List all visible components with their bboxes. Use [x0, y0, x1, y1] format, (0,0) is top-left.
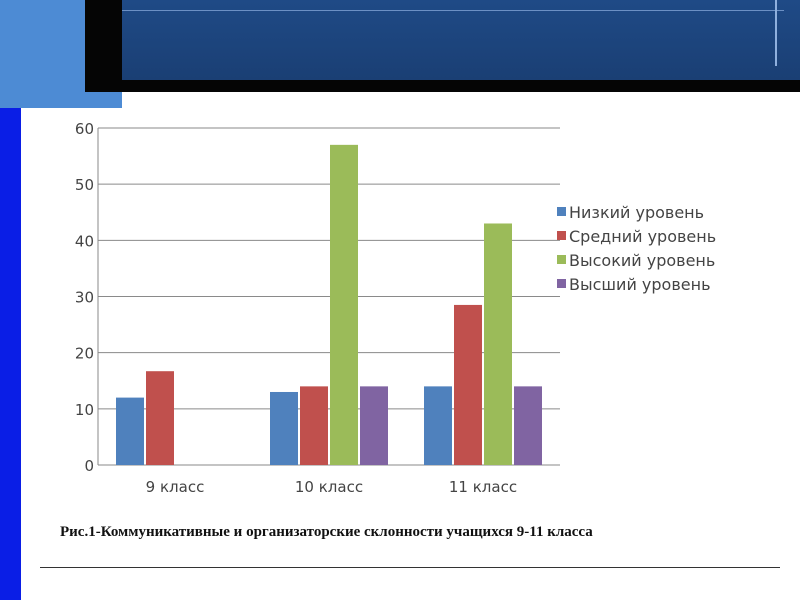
bar: [146, 371, 174, 465]
header-line: [122, 10, 784, 11]
bar: [270, 391, 298, 465]
y-tick-label: 50: [75, 176, 94, 194]
y-tick-label: 60: [75, 120, 94, 138]
x-tick-label: 9 класс: [146, 478, 205, 496]
y-tick-label: 20: [75, 345, 94, 363]
bottom-divider: [40, 567, 780, 568]
bar: [484, 223, 512, 465]
bar: [330, 144, 358, 465]
legend-label: Низкий уровень: [569, 203, 704, 222]
bar: [424, 386, 452, 465]
y-tick-label: 30: [75, 289, 94, 307]
y-tick-label: 10: [75, 401, 94, 419]
bar: [454, 304, 482, 465]
legend-swatch: [557, 207, 566, 216]
legend-swatch: [557, 279, 566, 288]
header-banner: [122, 0, 800, 80]
x-tick-label: 10 класс: [295, 478, 363, 496]
x-tick-label: 11 класс: [449, 478, 517, 496]
legend-label: Высокий уровень: [569, 251, 715, 270]
legend-label: Высший уровень: [569, 275, 711, 294]
header-vertical-line: [775, 0, 777, 66]
bar: [300, 386, 328, 465]
bar: [514, 386, 542, 465]
legend-swatch: [557, 231, 566, 240]
y-tick-label: 40: [75, 232, 94, 250]
bar: [116, 397, 144, 465]
y-tick-label: 0: [84, 457, 94, 475]
left-blue-stripe: [0, 0, 21, 600]
figure-caption: Рис.1-Коммуникативные и организаторские …: [60, 524, 593, 540]
bar: [360, 386, 388, 465]
legend-label: Средний уровень: [569, 227, 716, 246]
legend-swatch: [557, 255, 566, 264]
